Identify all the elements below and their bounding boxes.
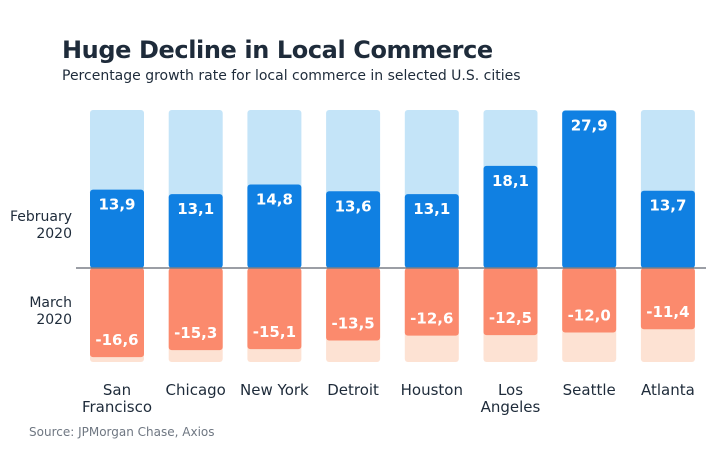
bar-mar-chicago	[168, 268, 223, 351]
category-label-los-angeles: Los Angeles	[481, 381, 541, 416]
value-label-feb-detroit: 13,6	[335, 197, 372, 215]
value-label-feb-seattle: 27,9	[571, 117, 608, 135]
bar-mar-los-angeles	[483, 268, 538, 336]
row-label-march: March 2020	[29, 295, 72, 328]
value-label-mar-los-angeles: -12,5	[489, 309, 532, 327]
category-label-san-francisco: San Francisco	[82, 381, 152, 416]
value-label-mar-seattle: -12,0	[568, 306, 611, 324]
bar-feb-san-francisco	[90, 189, 144, 268]
category-label-houston: Houston	[401, 381, 463, 399]
bar-feb-houston	[404, 194, 459, 268]
bar-mar-seattle	[562, 268, 617, 333]
bar-mar-detroit	[326, 268, 381, 341]
value-label-mar-san-francisco: -16,6	[95, 331, 138, 349]
category-label-new-york: New York	[240, 381, 309, 399]
bar-feb-detroit	[326, 191, 381, 268]
value-label-feb-houston: 13,1	[413, 200, 450, 218]
bar-feb-seattle	[562, 110, 617, 268]
value-label-mar-new-york: -15,1	[253, 323, 296, 341]
category-label-seattle: Seattle	[563, 381, 616, 399]
value-label-feb-chicago: 13,1	[177, 200, 214, 218]
chart-title: Huge Decline in Local Commerce	[62, 36, 493, 64]
value-label-feb-new-york: 14,8	[256, 190, 293, 208]
category-label-detroit: Detroit	[327, 381, 379, 399]
row-label-february: February 2020	[9, 209, 72, 242]
value-label-feb-los-angeles: 18,1	[492, 172, 529, 190]
value-label-feb-atlanta: 13,7	[649, 197, 686, 215]
category-label-atlanta: Atlanta	[641, 381, 695, 399]
source-note: Source: JPMorgan Chase, Axios	[29, 425, 215, 439]
value-label-mar-detroit: -13,5	[331, 315, 374, 333]
value-label-mar-atlanta: -11,4	[646, 303, 689, 321]
bar-feb-los-angeles	[483, 165, 538, 268]
bar-mar-san-francisco	[90, 268, 144, 358]
bar-mar-new-york	[247, 268, 302, 350]
bar-mar-houston	[404, 268, 459, 336]
bar-feb-chicago	[168, 194, 223, 268]
value-label-mar-chicago: -15,3	[174, 324, 217, 342]
value-label-feb-san-francisco: 13,9	[98, 196, 135, 214]
bar-feb-new-york	[247, 184, 302, 268]
category-label-chicago: Chicago	[166, 381, 226, 399]
value-label-mar-houston: -12,6	[410, 310, 453, 328]
bar-mar-atlanta	[640, 268, 695, 330]
chart-subtitle: Percentage growth rate for local commerc…	[62, 68, 521, 84]
bar-feb-atlanta	[640, 190, 695, 268]
